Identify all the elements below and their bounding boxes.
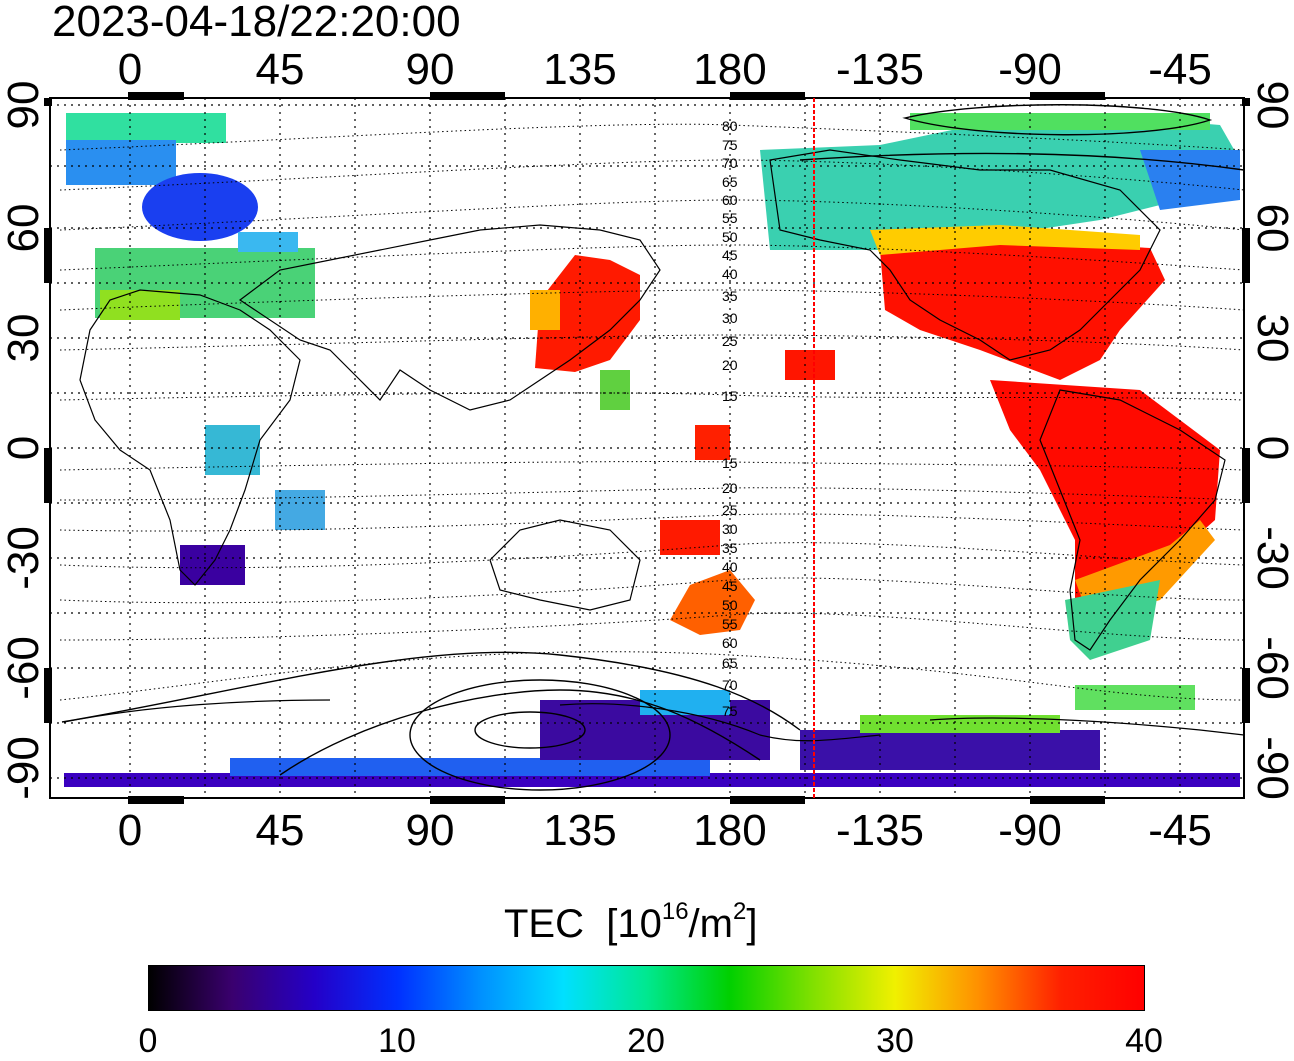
colorbar-unit-mid: /m xyxy=(688,902,733,946)
lon-label-bottom: -45 xyxy=(1148,806,1212,855)
mlat-label: 55 xyxy=(722,210,738,226)
mlat-label: 15 xyxy=(722,388,738,404)
lon-label-bottom: 45 xyxy=(256,806,305,855)
mlat-label: 50 xyxy=(722,597,738,613)
mlat-label: 75 xyxy=(722,137,738,153)
lon-label-bottom: 135 xyxy=(543,806,616,855)
mlat-label: 60 xyxy=(722,635,738,651)
mlat-label: 15 xyxy=(722,455,738,471)
mlat-label: 65 xyxy=(722,655,738,671)
mlat-label: 30 xyxy=(722,521,738,537)
lat-label-right: 30 xyxy=(1248,314,1294,363)
colorbar-tick: 40 xyxy=(1125,1022,1163,1060)
lon-label-bottom: -135 xyxy=(836,806,924,855)
lat-label-right: -60 xyxy=(1248,636,1294,700)
lat-label-left: -60 xyxy=(0,636,48,700)
mlat-label: 25 xyxy=(722,502,738,518)
lat-label-left: -30 xyxy=(0,526,48,590)
mlat-label: 35 xyxy=(722,540,738,556)
mlat-label: 20 xyxy=(722,357,738,373)
colorbar-tick: 20 xyxy=(627,1022,665,1060)
colorbar-unit-suffix: ] xyxy=(746,902,758,946)
mlat-label: 30 xyxy=(722,310,738,326)
lon-label-top: 90 xyxy=(406,45,455,94)
lat-label-left: 30 xyxy=(0,314,48,363)
lat-label-right: 60 xyxy=(1248,204,1294,253)
lon-label-top: -45 xyxy=(1148,45,1212,94)
colorbar-title: TEC [1016/m2] xyxy=(504,898,758,947)
mlat-label: 50 xyxy=(722,229,738,245)
mlat-label: 40 xyxy=(722,559,738,575)
mlat-label: 60 xyxy=(722,192,738,208)
magnetic-contours xyxy=(59,123,1245,701)
frame-ticks xyxy=(44,92,1250,804)
colorbar-tick: 10 xyxy=(378,1022,416,1060)
mlat-label: 45 xyxy=(722,578,738,594)
mlat-label: 65 xyxy=(722,174,738,190)
colorbar-tick: 30 xyxy=(876,1022,914,1060)
lat-labels-left: 90 60 30 0 -30 -60 -90 xyxy=(0,81,48,800)
lon-label-bottom: 0 xyxy=(118,806,142,855)
mlat-label: 45 xyxy=(722,247,738,263)
mlat-label: 25 xyxy=(722,333,738,349)
lat-labels-right: 90 60 30 0 -30 -60 -90 xyxy=(1248,81,1294,800)
lon-label-bottom: 90 xyxy=(406,806,455,855)
mlat-label: 40 xyxy=(722,266,738,282)
colorbar-unit-exp2: 2 xyxy=(732,898,747,925)
mlat-label: 75 xyxy=(722,703,738,719)
colorbar xyxy=(148,965,1145,1011)
lat-label-right: 0 xyxy=(1248,436,1294,460)
lon-label-bottom: -90 xyxy=(998,806,1062,855)
lat-label-left: 0 xyxy=(0,436,48,460)
lat-label-right: 90 xyxy=(1248,81,1294,130)
lon-label-top: -135 xyxy=(836,45,924,94)
lon-label-bottom: 180 xyxy=(693,806,766,855)
coastlines xyxy=(63,149,1245,742)
lat-label-right: -30 xyxy=(1248,526,1294,590)
colorbar-unit-exp1: 16 xyxy=(661,898,689,925)
colorbar-unit-prefix: [10 xyxy=(606,902,662,946)
lat-label-right: -90 xyxy=(1248,736,1294,800)
lon-label-top: 45 xyxy=(256,45,305,94)
timestamp: 2023-04-18/22:20:00 xyxy=(52,0,461,46)
lon-label-top: -90 xyxy=(998,45,1062,94)
tec-data-layer xyxy=(64,113,1240,787)
tec-map: 0 45 90 135 180 -135 -90 -45 0 45 90 135… xyxy=(0,45,1294,855)
lat-label-left: -90 xyxy=(0,736,48,800)
lat-label-left: 90 xyxy=(0,81,48,130)
magnetic-lat-labels: 80 75 70 65 60 55 50 45 40 35 30 25 20 1… xyxy=(722,118,738,719)
magnetic-contours-solid xyxy=(61,104,1245,791)
mlat-label: 70 xyxy=(722,677,738,693)
mlat-label: 35 xyxy=(722,288,738,304)
lon-label-top: 180 xyxy=(693,45,766,94)
lon-labels-bottom: 0 45 90 135 180 -135 -90 -45 xyxy=(118,806,1212,855)
mlat-label: 55 xyxy=(722,616,738,632)
mlat-label: 70 xyxy=(722,155,738,171)
mlat-label: 20 xyxy=(722,480,738,496)
mlat-label: 80 xyxy=(722,118,738,134)
lat-label-left: 60 xyxy=(0,204,48,253)
lon-label-top: 135 xyxy=(543,45,616,94)
lon-labels-top: 0 45 90 135 180 -135 -90 -45 xyxy=(118,45,1212,94)
colorbar-tick: 0 xyxy=(138,1022,158,1060)
colorbar-title-quantity: TEC xyxy=(504,902,584,946)
lon-label-top: 0 xyxy=(118,45,142,94)
